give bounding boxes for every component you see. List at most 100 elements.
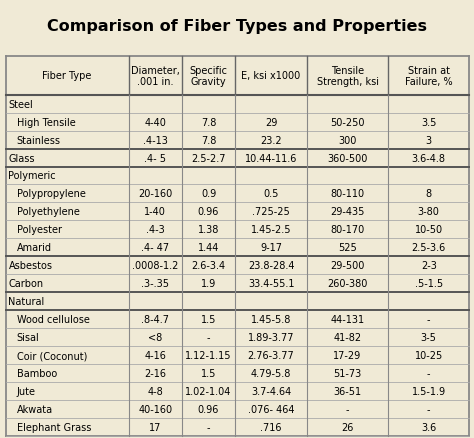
Text: -: - [427,368,430,378]
Text: .725-25: .725-25 [252,207,290,217]
Text: Natural: Natural [9,297,45,307]
Text: 17: 17 [149,422,161,432]
Text: 23.8-28.4: 23.8-28.4 [248,261,294,271]
Text: 3-80: 3-80 [418,207,439,217]
Text: 2.76-3.77: 2.76-3.77 [248,350,294,360]
Text: -: - [427,314,430,325]
Text: Comparison of Fiber Types and Properties: Comparison of Fiber Types and Properties [47,19,427,34]
Text: .4-13: .4-13 [143,135,168,145]
Text: 2.6-3.4: 2.6-3.4 [191,261,226,271]
Text: 0.5: 0.5 [264,189,279,199]
Text: .716: .716 [260,422,282,432]
Text: Fiber Type: Fiber Type [43,71,92,81]
Text: Strain at
Failure, %: Strain at Failure, % [405,65,453,87]
Text: 8: 8 [426,189,432,199]
Text: 10-25: 10-25 [415,350,443,360]
Text: Polymeric: Polymeric [9,171,56,181]
Text: Carbon: Carbon [9,279,44,289]
Text: Wood cellulose: Wood cellulose [17,314,90,325]
Text: Elephant Grass: Elephant Grass [17,422,91,432]
Text: Amarid: Amarid [17,243,52,253]
Text: 4-8: 4-8 [147,386,163,396]
Text: 26: 26 [341,422,354,432]
Text: 525: 525 [338,243,357,253]
Text: 29-500: 29-500 [330,261,365,271]
Text: -: - [207,332,210,342]
Text: Diameter,
.001 in.: Diameter, .001 in. [131,65,180,87]
Text: 2-16: 2-16 [144,368,166,378]
Text: -: - [207,422,210,432]
Text: 20-160: 20-160 [138,189,173,199]
Text: 3.6-4.8: 3.6-4.8 [412,153,446,163]
Text: Glass: Glass [9,153,35,163]
Text: Steel: Steel [9,99,33,110]
Text: Tensile
Strength, ksi: Tensile Strength, ksi [317,65,379,87]
Text: 29: 29 [265,117,277,127]
Text: 0.9: 0.9 [201,189,216,199]
Text: Sisal: Sisal [17,332,39,342]
Text: 1.38: 1.38 [198,225,219,235]
Text: 80-110: 80-110 [330,189,365,199]
Text: 10.44-11.6: 10.44-11.6 [245,153,297,163]
Text: 9-17: 9-17 [260,243,282,253]
Text: 41-82: 41-82 [334,332,362,342]
Text: E, ksi x1000: E, ksi x1000 [241,71,301,81]
Text: 4.79-5.8: 4.79-5.8 [251,368,291,378]
Text: .076- 464: .076- 464 [248,404,294,414]
Text: Bamboo: Bamboo [17,368,57,378]
Text: Polyester: Polyester [17,225,62,235]
Text: .5-1.5: .5-1.5 [415,279,443,289]
Text: 36-51: 36-51 [334,386,362,396]
Text: 2.5-3.6: 2.5-3.6 [411,243,446,253]
Text: Jute: Jute [17,386,36,396]
Text: Asbestos: Asbestos [9,261,53,271]
Text: 1.44: 1.44 [198,243,219,253]
Text: 1.5-1.9: 1.5-1.9 [411,386,446,396]
Text: 4-16: 4-16 [144,350,166,360]
Text: 7.8: 7.8 [201,135,216,145]
Text: 1.45-2.5: 1.45-2.5 [251,225,292,235]
Text: 33.4-55.1: 33.4-55.1 [248,279,294,289]
Text: 4-40: 4-40 [144,117,166,127]
Text: 2-3: 2-3 [421,261,437,271]
Text: 1.5: 1.5 [201,314,216,325]
Text: Stainless: Stainless [17,135,61,145]
Text: 1.5: 1.5 [201,368,216,378]
Text: 260-380: 260-380 [328,279,368,289]
Text: 1.02-1.04: 1.02-1.04 [185,386,232,396]
Text: 300: 300 [338,135,357,145]
Text: 80-170: 80-170 [330,225,365,235]
Text: Akwata: Akwata [17,404,53,414]
Text: 1.89-3.77: 1.89-3.77 [248,332,294,342]
Text: .3-.35: .3-.35 [141,279,169,289]
Text: 29-435: 29-435 [330,207,365,217]
Text: .0008-1.2: .0008-1.2 [132,261,178,271]
Text: 3.5: 3.5 [421,117,437,127]
Text: 0.96: 0.96 [198,207,219,217]
Text: 17-29: 17-29 [333,350,362,360]
Text: 23.2: 23.2 [260,135,282,145]
Text: Polypropylene: Polypropylene [17,189,86,199]
Text: 10-50: 10-50 [415,225,443,235]
Text: 51-73: 51-73 [333,368,362,378]
Text: <8: <8 [148,332,162,342]
Text: 1.12-1.15: 1.12-1.15 [185,350,232,360]
Text: Polyethylene: Polyethylene [17,207,80,217]
Text: 3.6: 3.6 [421,422,437,432]
Text: 1-40: 1-40 [144,207,166,217]
Text: -: - [346,404,349,414]
Text: 3.7-4.64: 3.7-4.64 [251,386,291,396]
Text: 2.5-2.7: 2.5-2.7 [191,153,226,163]
Text: Specific
Gravity: Specific Gravity [190,65,228,87]
Text: High Tensile: High Tensile [17,117,75,127]
Text: .4- 47: .4- 47 [141,243,169,253]
Text: 3-5: 3-5 [421,332,437,342]
Text: 3: 3 [426,135,432,145]
Text: 0.96: 0.96 [198,404,219,414]
Text: 7.8: 7.8 [201,117,216,127]
Text: .4-3: .4-3 [146,225,164,235]
Text: Coir (Coconut): Coir (Coconut) [17,350,87,360]
Text: 50-250: 50-250 [330,117,365,127]
Text: .8-4.7: .8-4.7 [141,314,169,325]
Text: 44-131: 44-131 [330,314,365,325]
